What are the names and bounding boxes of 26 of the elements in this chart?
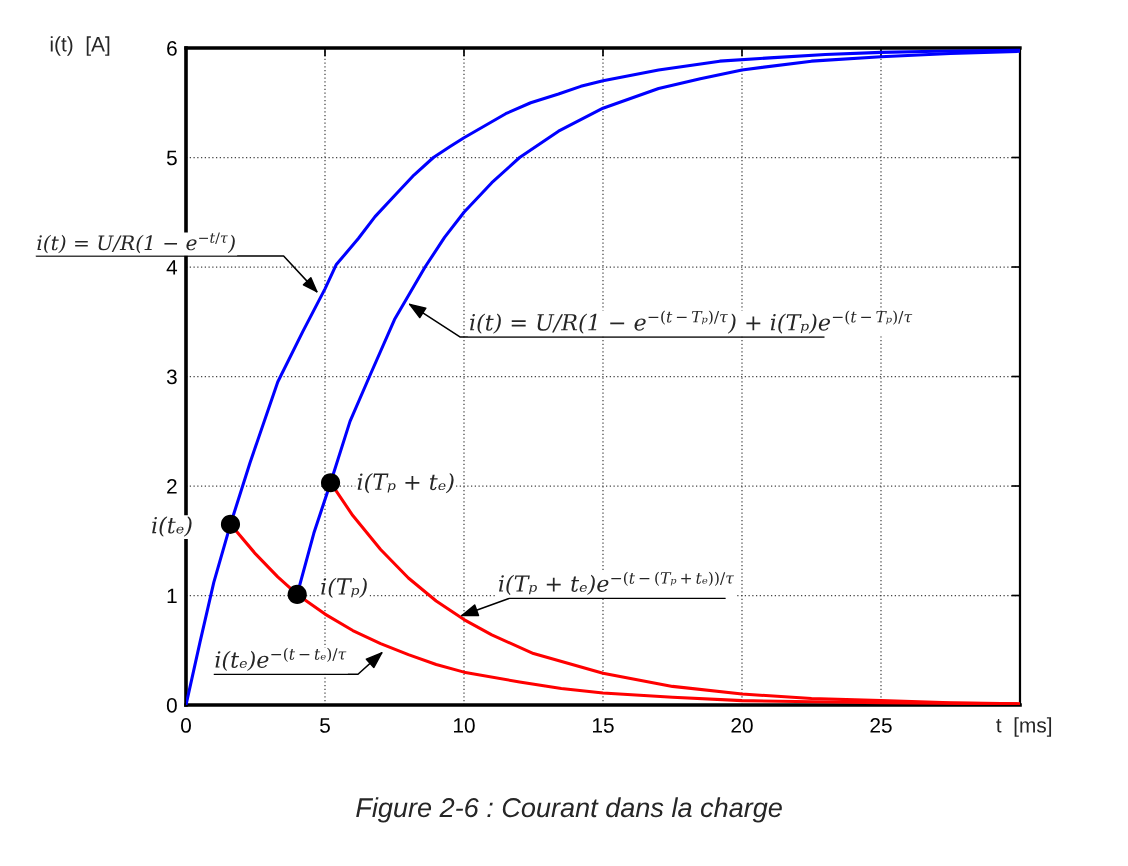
annotation: i(Tₚ + tₑ)e$^{−(t−(Tₚ+tₑ))/τ}$	[499, 571, 735, 596]
y-axis-title: i(t) [A]	[50, 36, 110, 56]
annotation: i(t) = U/R(1 − e$^{−(t−Tₚ)/τ}$) + i(Tₚ)e$^{−(t−Tₚ)/τ}$	[470, 310, 913, 334]
y-tick-label: 0	[166, 698, 177, 713]
x-tick-label: 10	[454, 718, 475, 733]
point	[287, 584, 307, 604]
annotation: i(t) = U/R(1 − e$^{−t/τ}$)	[37, 232, 235, 254]
annotation: i(tₑ)	[152, 516, 192, 537]
x-tick-label: 20	[731, 718, 753, 733]
y-tick-label: 3	[166, 369, 177, 385]
caption: Figure 2-6 : Courant dans la charge	[356, 797, 782, 823]
y-tick-label: 4	[166, 260, 178, 275]
point	[220, 514, 241, 534]
annotation: i(tₑ)e$^{−(t−tₑ)/τ}$	[215, 647, 347, 672]
y-tick-label: 2	[167, 479, 177, 494]
annotation: i(Tₚ + tₑ)	[357, 472, 454, 494]
point	[320, 473, 341, 493]
y-tick-label: 5	[166, 150, 177, 166]
y-tick-label: 1	[167, 588, 177, 604]
x-axis-title: t [ms]	[996, 717, 1052, 737]
y-tick-label: 6	[167, 41, 177, 56]
annotation: i(Tₚ)	[321, 577, 367, 599]
x-tick-label: 15	[593, 718, 614, 733]
x-tick-label: 5	[320, 718, 330, 733]
x-tick-label: 0	[181, 718, 191, 733]
x-tick-label: 25	[870, 718, 892, 733]
